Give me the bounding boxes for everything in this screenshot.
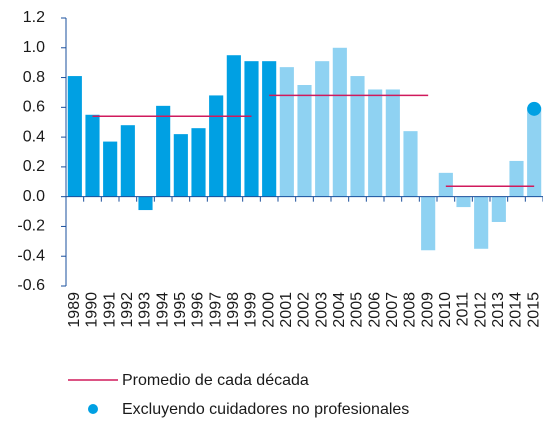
y-tick-label: 0.8 [23,69,45,86]
x-tick-label: 2010 [437,292,454,328]
bar [244,61,259,197]
bar [332,47,347,197]
legend-dot [88,404,98,414]
x-tick-label: 2007 [384,292,401,328]
bar [191,128,206,197]
x-tick-label: 1997 [207,292,224,328]
bar [262,61,277,197]
bar [103,141,118,197]
bar [138,196,153,211]
bar [491,196,506,222]
bar [156,105,171,197]
bar [350,76,365,197]
x-tick-label: 2001 [278,292,295,328]
x-tick-label: 1993 [137,292,154,328]
bar [226,55,241,197]
x-tick-label: 1990 [84,292,101,328]
y-tick-label: 1.0 [23,39,45,56]
bar [509,160,524,197]
bar [421,196,436,251]
bar [67,76,82,197]
x-tick-label: 1998 [225,292,242,328]
x-tick-label: 2008 [402,292,419,328]
legend-label: Promedio de cada década [122,372,309,389]
y-tick-label: 0.4 [23,128,45,145]
y-tick-label: 0.0 [23,188,45,205]
y-tick-label: 0.2 [23,158,45,175]
x-tick-label: 2009 [419,292,436,328]
bar [527,107,542,197]
bar [456,196,471,208]
bar [403,131,418,197]
bar [85,114,100,197]
x-tick-label: 2005 [349,292,366,328]
bar [368,89,383,197]
bar [474,196,489,249]
x-tick-label: 2000 [260,292,277,328]
y-tick-label: -0.2 [17,218,45,235]
x-tick-label: 2004 [331,292,348,328]
y-tick-label: 1.2 [23,9,45,26]
x-tick-label: 2014 [508,292,525,328]
x-tick-label: 1994 [154,292,171,328]
dot [527,101,542,116]
x-tick-label: 1995 [172,292,189,328]
bar [120,125,135,197]
x-tick-label: 2015 [525,292,542,328]
y-tick-label: -0.6 [17,277,45,294]
x-tick-label: 1991 [101,292,118,328]
x-tick-label: 2011 [455,292,472,327]
bar [173,134,188,197]
x-tick-label: 2003 [313,292,330,328]
bar [279,67,294,197]
x-tick-label: 1992 [119,292,136,328]
x-tick-label: 2013 [490,292,507,328]
legend-label: Excluyendo cuidadores no profesionales [122,401,409,418]
bar [315,61,330,197]
x-tick-label: 2006 [366,292,383,328]
bar [438,172,453,197]
x-tick-label: 1989 [66,292,83,328]
y-tick-label: -0.4 [17,247,45,264]
x-tick-label: 1999 [243,292,260,328]
bar [209,95,224,197]
bar [297,85,312,197]
x-tick-label: 2002 [296,292,313,328]
y-tick-label: 0.6 [23,99,45,116]
x-tick-label: 2012 [472,292,489,328]
x-tick-label: 1996 [190,292,207,328]
bar [385,89,400,197]
